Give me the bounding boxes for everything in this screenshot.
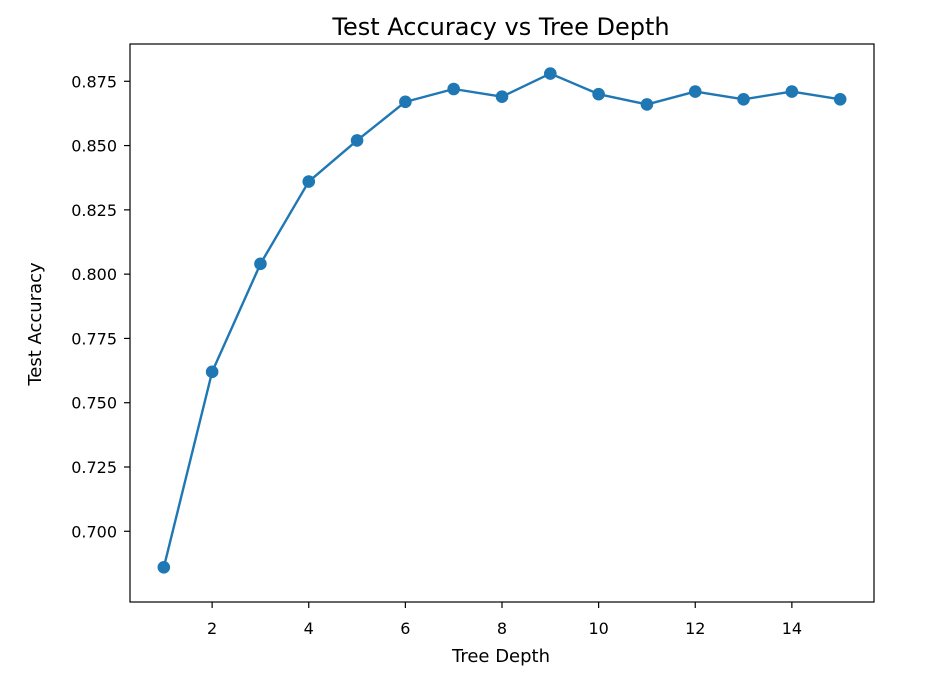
x-tick-label: 14 (782, 619, 802, 638)
x-tick-label: 8 (497, 619, 507, 638)
y-tick-label: 0.825 (71, 201, 117, 220)
data-point (302, 175, 316, 188)
x-tick-label: 12 (685, 619, 705, 638)
data-point (254, 257, 267, 271)
y-axis-label: Test Accuracy (25, 262, 46, 387)
y-tick-label: 0.850 (71, 137, 117, 156)
data-point (447, 82, 460, 96)
chart-title: Test Accuracy vs Tree Depth (331, 13, 669, 41)
y-tick-label: 0.725 (71, 458, 117, 477)
y-tick-label: 0.700 (71, 522, 117, 541)
plot-frame (129, 43, 875, 603)
x-tick-label: 10 (588, 619, 608, 638)
data-point (157, 560, 171, 574)
y-tick-label: 0.750 (71, 394, 117, 413)
data-point (544, 67, 557, 80)
y-tick-label: 0.800 (71, 265, 117, 284)
x-axis-label: Tree Depth (451, 646, 550, 667)
data-point (205, 365, 219, 379)
data-point (640, 98, 654, 111)
y-axis-ticks: 0.700 0.725 0.750 0.775 0.800 0.825 0.850 0.875 (71, 72, 130, 541)
x-tick-label: 4 (304, 619, 314, 638)
data-point (833, 92, 847, 106)
data-point (688, 85, 702, 98)
x-tick-label: 2 (207, 619, 217, 638)
data-point (350, 134, 364, 147)
data-point (495, 90, 509, 104)
data-point (399, 95, 412, 109)
y-tick-label: 0.875 (71, 72, 117, 91)
data-point (737, 92, 750, 106)
data-point (785, 85, 799, 98)
data-point (592, 87, 605, 101)
series-layer (157, 67, 847, 574)
x-tick-label: 6 (400, 619, 410, 638)
x-axis-ticks: 2 4 6 8 10 12 14 (207, 602, 802, 638)
y-tick-label: 0.775 (71, 329, 117, 348)
